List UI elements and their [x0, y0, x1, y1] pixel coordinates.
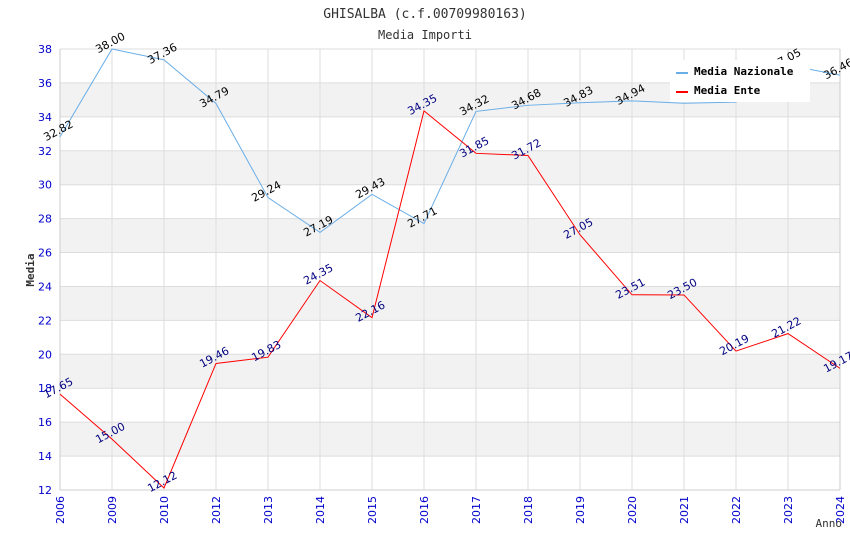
- data-label-media-ente-2006: 17.65: [41, 375, 75, 401]
- chart-title: GHISALBA (c.f.00709980163): [323, 7, 527, 22]
- x-tick-label-2013: 2013: [262, 496, 275, 524]
- axes: [59, 49, 841, 491]
- legend-box: [670, 60, 810, 102]
- y-tick-label-30: 30: [38, 179, 52, 192]
- x-tick-label-2023: 2023: [782, 496, 795, 524]
- y-tick-label-34: 34: [38, 111, 52, 124]
- x-tick-label-2010: 2010: [158, 496, 171, 524]
- x-tick-label-2018: 2018: [522, 496, 535, 524]
- y-tick-label-24: 24: [38, 280, 52, 293]
- grid-band: [60, 218, 840, 253]
- grid-band: [60, 422, 840, 457]
- x-tick-label-2009: 2009: [106, 496, 119, 524]
- y-tick-label-36: 36: [38, 77, 52, 90]
- x-axis-label: Anno: [816, 517, 843, 530]
- y-tick-label-22: 22: [38, 314, 52, 327]
- series-lines: [59, 48, 841, 489]
- legend-label-media-nazionale: Media Nazionale: [694, 65, 794, 78]
- grid-band: [60, 354, 840, 389]
- y-axis-label: Media: [24, 253, 37, 286]
- data-label-media-nazionale-2010: 37.36: [145, 41, 179, 67]
- series-line-media-ente: [59, 110, 841, 489]
- x-tick-label-2014: 2014: [314, 496, 327, 524]
- y-tick-labels: 12 14 16 18 20 22 24 26 28 30 32 34 36 38: [38, 43, 52, 497]
- x-tick-label-2006: 2006: [54, 496, 67, 524]
- x-tick-label-2012: 2012: [210, 496, 223, 524]
- data-label-media-ente-2010: 12.12: [145, 469, 179, 495]
- x-tick-label-2024: 2024: [834, 496, 847, 524]
- x-tick-label-2021: 2021: [678, 496, 691, 524]
- y-tick-label-12: 12: [38, 484, 52, 497]
- x-tick-label-2020: 2020: [626, 496, 639, 524]
- y-tick-label-16: 16: [38, 416, 52, 429]
- data-label-media-nazionale-2024: 36.46: [821, 56, 850, 82]
- background-bands: [60, 82, 840, 457]
- x-tick-label-2022: 2022: [730, 496, 743, 524]
- y-tick-label-14: 14: [38, 450, 52, 463]
- x-tick-labels: 2006 2009 2010 2012 2013 2014 2015 2016 2017 2018…: [54, 496, 847, 524]
- series-line-media-nazionale: [59, 48, 841, 233]
- chart-subtitle: Media Importi: [378, 28, 472, 42]
- y-tick-label-32: 32: [38, 145, 52, 158]
- x-tick-label-2019: 2019: [574, 496, 587, 524]
- x-tick-label-2016: 2016: [418, 496, 431, 524]
- y-tick-label-28: 28: [38, 213, 52, 226]
- x-tick-label-2015: 2015: [366, 496, 379, 524]
- y-tick-label-38: 38: [38, 43, 52, 56]
- y-tick-label-20: 20: [38, 348, 52, 361]
- gridlines: [59, 48, 841, 491]
- y-tick-label-26: 26: [38, 247, 52, 260]
- y-tick-label-18: 18: [38, 382, 52, 395]
- x-tick-label-2017: 2017: [470, 496, 483, 524]
- legend-label-media-ente: Media Ente: [694, 84, 761, 97]
- grid-band: [60, 286, 840, 321]
